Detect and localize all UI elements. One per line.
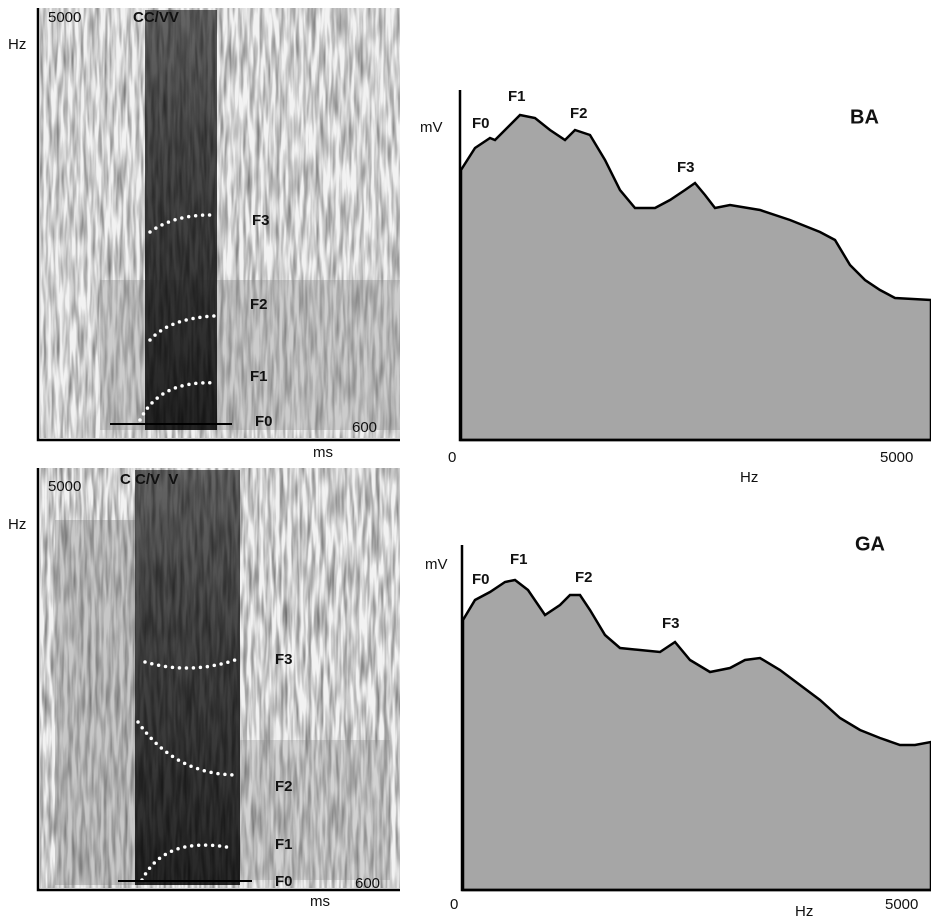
formant-label: F3	[275, 651, 293, 668]
y-unit: mV	[420, 119, 443, 136]
formant-track	[138, 381, 217, 422]
y-unit: Hz	[8, 36, 26, 53]
x-max-label: 5000	[885, 896, 918, 913]
spectrum-area	[459, 113, 931, 442]
formant-track	[148, 314, 217, 342]
x-unit: ms	[313, 444, 333, 461]
energy-region	[55, 520, 135, 885]
syllable-label: BA	[850, 106, 879, 128]
x-unit: ms	[310, 893, 330, 910]
formant-label: F1	[508, 88, 526, 105]
formant-label: F2	[250, 296, 268, 313]
syllable-label: GA	[855, 533, 885, 555]
spectrogram-top: 5000 CC/VV Hz F3 F2 F1 F0 600 ms	[8, 8, 400, 461]
y-unit: mV	[425, 556, 448, 573]
x-unit: Hz	[795, 903, 813, 920]
formant-label: F1	[510, 551, 528, 568]
formant-label: F2	[570, 105, 588, 122]
spectrum-area	[461, 578, 931, 892]
formant-label: F2	[275, 778, 293, 795]
formant-label: F3	[662, 615, 680, 632]
spectrogram-noise	[40, 8, 400, 438]
spectrum-top: mV F0 F1 F2 F3 BA 0 Hz 5000	[420, 88, 931, 486]
y-max-label: 5000	[48, 478, 81, 495]
x-max-label: 600	[352, 419, 377, 436]
spectrum-bottom: mV F0 F1 F2 F3 GA 0 Hz 5000	[425, 533, 931, 920]
axes	[458, 90, 931, 442]
formant-label: F3	[677, 159, 695, 176]
segment-label: CC/VV	[133, 9, 179, 26]
vowel-band-texture	[145, 10, 217, 430]
segment-label: C C/V V	[120, 471, 178, 488]
formant-track	[136, 720, 240, 777]
formant-label: F0	[472, 571, 490, 588]
spectrogram-bottom: 5000 C C/V V Hz F3 F2 F1 F0 600 ms	[8, 468, 400, 910]
x-max-label: 600	[355, 875, 380, 892]
formant-track	[148, 213, 217, 234]
x-min-label: 0	[448, 449, 456, 466]
x-max-label: 5000	[880, 449, 913, 466]
energy-region	[240, 740, 390, 880]
formant-label: F0	[255, 413, 273, 430]
x-min-label: 0	[450, 896, 458, 913]
axes	[460, 545, 931, 892]
formant-label: F3	[252, 212, 270, 229]
vowel-band-texture	[135, 470, 240, 885]
formant-label: F1	[275, 836, 293, 853]
x-unit: Hz	[740, 469, 758, 486]
y-max-label: 5000	[48, 9, 81, 26]
formant-label: F2	[575, 569, 593, 586]
y-unit: Hz	[8, 516, 26, 533]
formant-label: F1	[250, 368, 268, 385]
axes	[36, 468, 400, 892]
axes	[36, 8, 400, 442]
formant-track	[140, 843, 234, 882]
formant-label: F0	[275, 873, 293, 890]
formant-label: F0	[472, 115, 490, 132]
